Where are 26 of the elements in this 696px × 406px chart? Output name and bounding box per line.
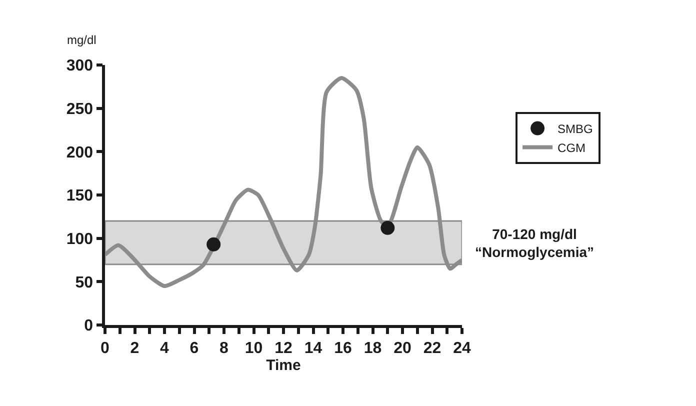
x-tick-label: 12 bbox=[274, 340, 292, 357]
y-tick-label: 150 bbox=[66, 188, 94, 205]
x-tick-label: 16 bbox=[334, 340, 352, 357]
x-axis-title: Time bbox=[266, 356, 301, 374]
x-tick-label: 20 bbox=[394, 340, 412, 357]
x-tick-label: 6 bbox=[190, 340, 199, 357]
line-series bbox=[105, 76, 462, 288]
y-tick-label: 0 bbox=[84, 318, 94, 335]
legend-label: CGM bbox=[558, 140, 586, 155]
y-tick-label: 250 bbox=[66, 100, 94, 118]
y-axis-title: mg/dl bbox=[67, 33, 96, 47]
x-tick-label: 24 bbox=[453, 340, 471, 357]
y-tick-label: 100 bbox=[66, 230, 94, 248]
y-tick-label: 200 bbox=[66, 144, 94, 162]
x-tick-label: 4 bbox=[160, 340, 170, 357]
x-tick-label: 22 bbox=[423, 340, 442, 357]
band-label: 70-120 mg/dl “Normoglycemia” bbox=[475, 226, 594, 260]
y-tick-label: 50 bbox=[75, 274, 94, 292]
legend-label: SMBG bbox=[558, 122, 593, 136]
x-tick-label: 10 bbox=[244, 340, 263, 357]
x-tick-label: 14 bbox=[304, 340, 322, 357]
x-tick-label: 8 bbox=[220, 340, 229, 357]
x-tick-label: 0 bbox=[100, 340, 110, 357]
x-tick-label: 18 bbox=[364, 340, 382, 357]
x-tick-label: 2 bbox=[130, 340, 140, 357]
y-tick-label: 300 bbox=[66, 58, 94, 75]
